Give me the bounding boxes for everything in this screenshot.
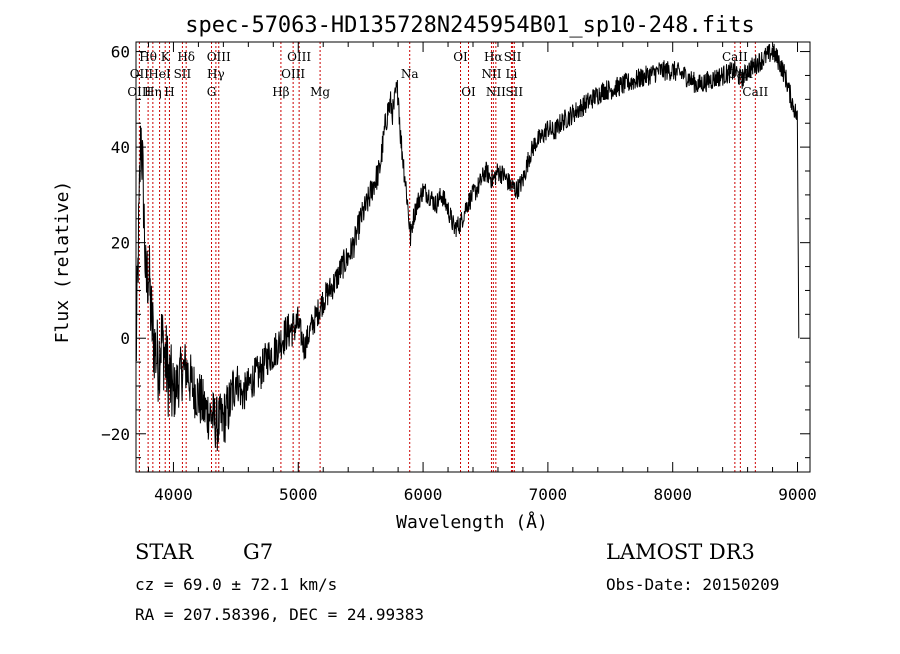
spectral-line-label: OIII [207,50,231,64]
spectral-line-label: SII [174,67,192,81]
spectral-line-label: OIII [287,50,311,64]
y-tick-label: 20 [111,234,130,253]
survey-label: LAMOST DR3 [606,540,755,564]
spectral-line-label: HeI [148,67,171,81]
chart-title: spec-57063-HD135728N245954B01_sp10-248.f… [185,13,755,38]
x-tick-label: 7000 [529,485,568,504]
spectral-line-label: Hγ [207,67,225,81]
spectral-line-label: SII [505,85,523,99]
spectral-line-label: CaII [722,50,748,64]
spectral-line-label: Mg [310,85,330,99]
spectral-line-label: H [164,85,174,99]
x-tick-label: 9000 [778,485,817,504]
x-axis-ticks: 4000 5000 6000 7000 8000 9000 [147,42,817,504]
y-tick-label: 0 [120,329,130,348]
spectral-line-label: OI [461,85,476,99]
spectral-line-label: OI [453,50,468,64]
subclass-label: G7 [243,540,273,564]
y-axis-ticks: −20 0 20 40 60 [101,43,810,459]
spectral-line-label: SII [504,50,522,64]
y-tick-label: 60 [111,43,130,62]
spectral-line-label: OII [130,67,150,81]
spectral-line-label: CaII [742,85,768,99]
x-tick-label: 4000 [154,485,193,504]
x-axis-label: Wavelength (Å) [396,511,548,533]
object-type-label: STAR [135,540,194,564]
x-tick-label: 5000 [279,485,318,504]
spectral-line-label: OIII [127,85,151,99]
x-tick-label: 8000 [653,485,692,504]
spectral-line-label: OIII [281,67,305,81]
spectral-line-label: Hα [484,50,503,64]
plot-frame [135,41,811,473]
x-tick-label: 6000 [404,485,443,504]
spectral-line-label: G [207,85,217,99]
obs-date-label: Obs-Date: 20150209 [606,575,779,594]
spectral-line-label: NII [486,85,506,99]
y-tick-label: 40 [111,138,130,157]
y-axis-label: Flux (relative) [52,181,73,344]
spectral-line-label: Hβ [272,85,289,99]
spectral-line-label: Hθ [139,50,157,64]
spectral-line-label: Hδ [177,50,195,64]
spectral-line-label: Li [506,67,518,81]
spectrum-series-line [135,43,800,452]
spectral-line-label: NII [481,67,501,81]
spectral-line-label: K [161,50,171,64]
redshift-label: cz = 69.0 ± 72.1 km/s [135,575,337,594]
spectral-line-label: Hη [144,85,162,99]
y-tick-label: −20 [101,425,130,444]
coords-label: RA = 207.58396, DEC = 24.99383 [135,605,424,624]
spectral-line-label: Na [401,67,419,81]
